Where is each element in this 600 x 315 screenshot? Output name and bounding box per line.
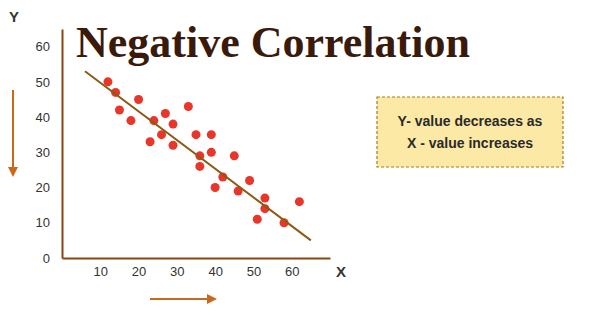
plot-area [85,71,311,240]
y-tick: 40 [36,110,62,125]
x-tick: 50 [247,258,261,279]
point [161,109,170,118]
x-axis: 10 20 30 40 50 60 [63,258,331,279]
y-tick: 30 [36,145,62,160]
y-tick-label: 60 [36,39,50,54]
point [253,215,262,224]
point [126,116,135,125]
x-axis-title: X [336,263,346,280]
down-arrow [12,90,14,172]
x-tick-label: 40 [208,264,222,279]
y-tick: 50 [36,75,62,90]
annotation-text: Y- value decreases as [398,113,543,129]
y-tick: 10 [36,215,62,230]
annotation-text: X - value increases [407,135,533,151]
x-tick: 60 [285,258,299,279]
point [230,151,239,160]
point [207,130,216,139]
y-tick-label: 20 [36,180,50,195]
y-tick-label: 50 [36,75,50,90]
y-axis-line [62,30,64,259]
x-tick-label: 20 [132,264,146,279]
y-tick: 0 [43,251,62,266]
x-tick: 20 [132,258,146,279]
point [295,197,304,206]
point [192,130,201,139]
y-tick: 60 [36,39,62,54]
y-tick-label: 0 [43,251,50,266]
x-tick: 30 [170,258,184,279]
x-axis-line [63,258,331,260]
annotation-box [377,97,563,167]
x-tick-label: 50 [247,264,261,279]
x-tick: 10 [94,258,108,279]
title: Negative Correlation [76,18,470,67]
point [207,148,216,157]
x-tick-label: 30 [170,264,184,279]
y-tick-label: 40 [36,110,50,125]
y-axis-title: Y [9,8,19,25]
y-tick-label: 30 [36,145,50,160]
point [169,120,178,129]
x-tick-label: 60 [285,264,299,279]
chart: 10 20 30 40 50 60 0 10 20 30 40 50 60 Y X Negative Corr… [0,0,600,315]
y-axis: 0 10 20 30 40 50 60 [36,30,63,266]
point [115,106,124,115]
trend-line [85,71,311,240]
annotation: Y- value decreases as X - value increases [377,97,563,167]
x-tick-label: 10 [94,264,108,279]
point [184,102,193,111]
x-tick: 40 [208,258,222,279]
right-arrow [150,298,212,300]
point [211,183,220,192]
point [195,162,204,171]
y-tick-label: 10 [36,215,50,230]
point [134,95,143,104]
point [169,141,178,150]
point [146,137,155,146]
point [245,176,254,185]
y-tick: 20 [36,180,62,195]
point [260,194,269,203]
